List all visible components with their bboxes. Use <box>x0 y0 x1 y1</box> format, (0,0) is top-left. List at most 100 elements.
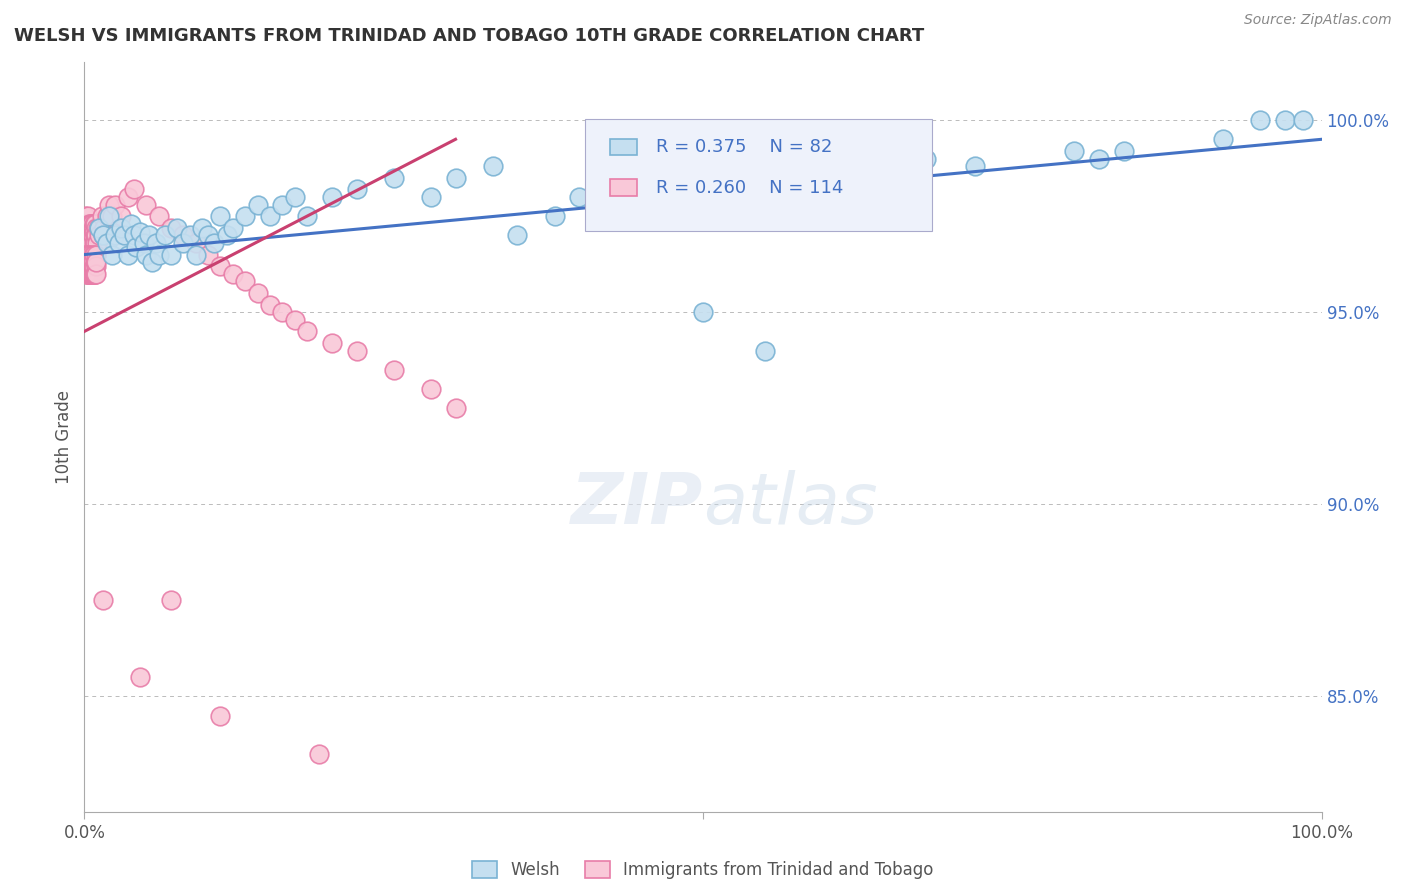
Point <box>346 182 368 196</box>
Point <box>84 259 107 273</box>
Point <box>84 247 107 261</box>
Point <box>197 247 219 261</box>
Point <box>77 267 100 281</box>
Point <box>76 247 98 261</box>
Y-axis label: 10th Grade: 10th Grade <box>55 390 73 484</box>
Point <box>83 228 105 243</box>
Point <box>222 220 245 235</box>
Point <box>246 285 269 300</box>
Point <box>104 228 127 243</box>
Point <box>77 247 100 261</box>
Point <box>80 247 103 261</box>
Point <box>80 225 103 239</box>
Point <box>129 670 152 684</box>
Point <box>77 255 100 269</box>
Point <box>91 228 114 243</box>
Point <box>76 267 98 281</box>
Point <box>75 220 97 235</box>
Point <box>79 228 101 243</box>
Point <box>76 225 98 239</box>
Point <box>77 217 100 231</box>
Point <box>77 247 100 261</box>
Point <box>91 593 114 607</box>
Point <box>841 152 863 166</box>
Point <box>419 382 441 396</box>
Point <box>271 197 294 211</box>
Point <box>83 217 105 231</box>
Point <box>754 343 776 358</box>
Point <box>593 209 616 223</box>
Point <box>82 235 104 250</box>
Point <box>148 247 170 261</box>
Point <box>160 593 183 607</box>
Point <box>122 182 145 196</box>
Point <box>84 217 107 231</box>
Point <box>138 228 160 243</box>
Point <box>75 217 97 231</box>
Point <box>98 197 121 211</box>
Point <box>79 247 101 261</box>
Point <box>100 247 122 261</box>
Point <box>75 225 97 239</box>
Point <box>76 228 98 243</box>
Point <box>82 267 104 281</box>
Point <box>209 708 232 723</box>
Point <box>76 259 98 273</box>
Point <box>321 190 343 204</box>
Point <box>191 220 214 235</box>
Point <box>83 225 105 239</box>
Point <box>75 247 97 261</box>
Point <box>96 235 118 250</box>
Point <box>148 209 170 223</box>
Point <box>271 305 294 319</box>
Point <box>202 235 225 250</box>
Point <box>76 235 98 250</box>
Point <box>444 170 467 185</box>
Point <box>76 235 98 250</box>
Point <box>179 228 201 243</box>
Point <box>77 228 100 243</box>
Point <box>76 255 98 269</box>
Point <box>259 297 281 311</box>
Text: ZIP: ZIP <box>571 470 703 539</box>
Point <box>80 228 103 243</box>
Point <box>145 235 167 250</box>
Point <box>75 259 97 273</box>
Point <box>100 209 122 223</box>
Point <box>75 255 97 269</box>
Point <box>153 228 176 243</box>
Point <box>321 335 343 350</box>
Point <box>82 247 104 261</box>
Point <box>76 220 98 235</box>
Point <box>79 247 101 261</box>
Point <box>79 255 101 269</box>
Point <box>132 235 155 250</box>
Point <box>84 267 107 281</box>
Point <box>77 235 100 250</box>
Point <box>73 209 96 223</box>
Point <box>75 247 97 261</box>
Point <box>75 235 97 250</box>
Point <box>382 363 405 377</box>
Point <box>246 197 269 211</box>
Point <box>79 225 101 239</box>
Point <box>90 209 112 223</box>
Point <box>543 209 565 223</box>
Point <box>75 267 97 281</box>
Point <box>80 247 103 261</box>
Point <box>692 305 714 319</box>
Point <box>382 170 405 185</box>
Point <box>80 235 103 250</box>
Point <box>75 228 97 243</box>
Point <box>209 209 232 223</box>
Point <box>1249 113 1271 128</box>
Point <box>295 209 318 223</box>
Legend: Welsh, Immigrants from Trinidad and Tobago: Welsh, Immigrants from Trinidad and Toba… <box>465 855 941 886</box>
Point <box>77 209 100 223</box>
Point <box>82 220 104 235</box>
Point <box>82 247 104 261</box>
Point <box>83 247 105 261</box>
Point <box>75 247 97 261</box>
Point <box>284 190 307 204</box>
Text: atlas: atlas <box>703 470 877 539</box>
